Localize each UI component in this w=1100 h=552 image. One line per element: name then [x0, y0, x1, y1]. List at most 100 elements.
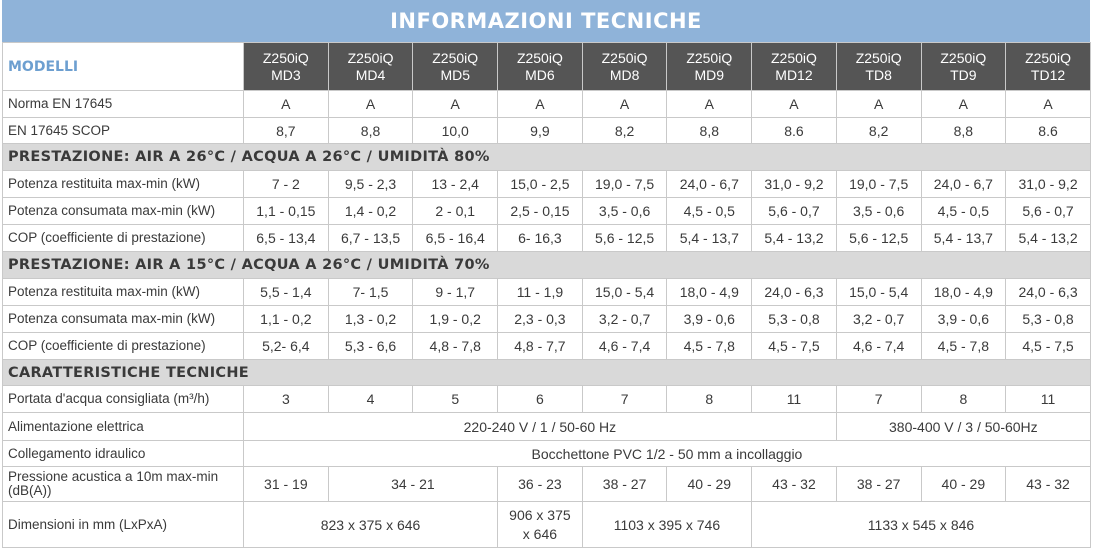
- table-cell: 4,5 - 7,8: [666, 332, 753, 360]
- table-cell: 7- 1,5: [327, 278, 414, 306]
- table-cell: 1,1 - 0,15: [243, 197, 329, 225]
- table-cell: 1,9 - 0,2: [412, 305, 499, 333]
- table-cell: 40 - 29: [666, 466, 753, 502]
- model-header: Z250iQ MD12: [751, 42, 837, 91]
- row-label: Potenza consumata max-min (kW): [2, 197, 244, 225]
- table-cell: 4,6 - 7,4: [835, 332, 922, 360]
- row-label: Potenza restituita max-min (kW): [2, 278, 244, 306]
- model-header: Z250iQ MD3: [243, 42, 329, 91]
- table-cell: A: [412, 90, 499, 118]
- table-cell: 11: [1005, 385, 1091, 413]
- table-cell: 11 - 1,9: [497, 278, 583, 306]
- row-label: Pressione acustica a 10m max-min (dB(A)): [2, 466, 244, 502]
- table-cell: 4,5 - 0,5: [666, 197, 753, 225]
- table-cell: 43 - 32: [751, 466, 837, 502]
- table-cell: 11: [751, 385, 837, 413]
- table-cell: 7 - 2: [243, 170, 329, 198]
- row-label: Potenza consumata max-min (kW): [2, 305, 244, 333]
- table-cell: 8.6: [751, 117, 837, 144]
- row-label: Norma EN 17645: [2, 90, 244, 118]
- row-label: Potenza restituita max-min (kW): [2, 170, 244, 198]
- table-cell: 4,5 - 7,5: [751, 332, 837, 360]
- table-cell: 34 - 21: [327, 466, 499, 502]
- table-cell: 3,9 - 0,6: [666, 305, 753, 333]
- table-cell: 5,4 - 13,2: [751, 224, 837, 252]
- table-cell: 7: [581, 385, 668, 413]
- tech-spec-table: MODELLI Z250iQ MD3 Z250iQ MD4 Z250iQ MD5 Z2…: [2, 42, 1091, 548]
- table-cell: 1,3 - 0,2: [327, 305, 414, 333]
- scop-row: EN 17645 SCOP 8,7 8,8 10,0 9,9 8,2 8,8 8…: [2, 117, 1091, 144]
- table-cell: 24,0 - 6,7: [920, 170, 1007, 198]
- table-cell: 5,3 - 6,6: [327, 332, 414, 360]
- table-row: Potenza restituita max-min (kW) 5,5 - 1,…: [2, 278, 1091, 306]
- table-cell: 9,5 - 2,3: [327, 170, 414, 198]
- table-cell: 31 - 19: [243, 466, 329, 502]
- table-cell: 8,2: [581, 117, 668, 144]
- model-header: Z250iQ MD8: [581, 42, 668, 91]
- table-cell: 13 - 2,4: [412, 170, 499, 198]
- table-cell: 43 - 32: [1005, 466, 1091, 502]
- table-cell: 3,2 - 0,7: [581, 305, 668, 333]
- table-cell: 8,8: [920, 117, 1007, 144]
- table-cell: 8,2: [835, 117, 922, 144]
- table-cell: 5,6 - 0,7: [1005, 197, 1091, 225]
- row-label: Alimentazione elettrica: [2, 412, 244, 441]
- table-cell: 8,8: [666, 117, 753, 144]
- norma-row: Norma EN 17645 A A A A A A A A A A: [2, 90, 1091, 118]
- table-cell: 8,7: [243, 117, 329, 144]
- table-cell: 6: [497, 385, 583, 413]
- table-cell: A: [1005, 90, 1091, 118]
- table-cell: 15,0 - 5,4: [835, 278, 922, 306]
- table-cell: A: [581, 90, 668, 118]
- table-cell: 5,6 - 12,5: [835, 224, 922, 252]
- table-cell: 24,0 - 6,3: [751, 278, 837, 306]
- table-cell: 3: [243, 385, 329, 413]
- table-cell: 4,5 - 7,5: [1005, 332, 1091, 360]
- pressione-row: Pressione acustica a 10m max-min (dB(A))…: [2, 466, 1091, 502]
- table-cell: 5,4 - 13,7: [920, 224, 1007, 252]
- section-title: PRESTAZIONE: AIR A 26°C / ACQUA A 26°C /…: [2, 143, 1091, 171]
- alimentazione-row: Alimentazione elettrica 220-240 V / 1 / …: [2, 412, 1091, 441]
- table-cell: A: [243, 90, 329, 118]
- table-cell: 9,9: [497, 117, 583, 144]
- table-cell: 5,3 - 0,8: [1005, 305, 1091, 333]
- row-label: COP (coefficiente di prestazione): [2, 332, 244, 360]
- table-cell: 38 - 27: [581, 466, 668, 502]
- model-header: Z250iQ TD8: [835, 42, 922, 91]
- table-row: COP (coefficiente di prestazione) 5,2- 6…: [2, 332, 1091, 360]
- table-cell: A: [920, 90, 1007, 118]
- table-cell: 5,6 - 12,5: [581, 224, 668, 252]
- table-cell: 4: [327, 385, 414, 413]
- dimensioni-row: Dimensioni in mm (LxPxA) 823 x 375 x 646…: [2, 501, 1091, 548]
- portata-row: Portata d'acqua consigliata (m³/h) 3 4 5…: [2, 385, 1091, 413]
- table-cell: 2,5 - 0,15: [497, 197, 583, 225]
- table-cell: A: [327, 90, 414, 118]
- table-cell: 2,3 - 0,3: [497, 305, 583, 333]
- table-cell: A: [751, 90, 837, 118]
- table-cell: 4,6 - 7,4: [581, 332, 668, 360]
- row-label: Dimensioni in mm (LxPxA): [2, 501, 244, 548]
- table-cell: Bocchettone PVC 1/2 - 50 mm a incollaggi…: [243, 440, 1091, 467]
- table-cell: 220-240 V / 1 / 50-60 Hz: [243, 412, 837, 441]
- table-cell: 5,6 - 0,7: [751, 197, 837, 225]
- table-cell: 5,4 - 13,2: [1005, 224, 1091, 252]
- model-header: Z250iQ MD6: [497, 42, 583, 91]
- row-label: EN 17645 SCOP: [2, 117, 244, 144]
- table-cell: 5,2- 6,4: [243, 332, 329, 360]
- table-cell: 1103 x 395 x 746: [581, 501, 753, 548]
- table-cell: A: [666, 90, 753, 118]
- table-cell: 1133 x 545 x 846: [751, 501, 1091, 548]
- table-cell: 4,5 - 7,8: [920, 332, 1007, 360]
- table-cell: 40 - 29: [920, 466, 1007, 502]
- table-cell: 8,8: [327, 117, 414, 144]
- model-header: Z250iQ TD12: [1005, 42, 1091, 91]
- table-cell: 31,0 - 9,2: [1005, 170, 1091, 198]
- table-cell: A: [497, 90, 583, 118]
- table-cell: 4,8 - 7,8: [412, 332, 499, 360]
- row-label: COP (coefficiente di prestazione): [2, 224, 244, 252]
- section-title: PRESTAZIONE: AIR A 15°C / ACQUA A 26°C /…: [2, 251, 1091, 279]
- table-cell: 1,4 - 0,2: [327, 197, 414, 225]
- section-header-row: PRESTAZIONE: AIR A 15°C / ACQUA A 26°C /…: [2, 251, 1091, 279]
- table-cell: 3,5 - 0,6: [581, 197, 668, 225]
